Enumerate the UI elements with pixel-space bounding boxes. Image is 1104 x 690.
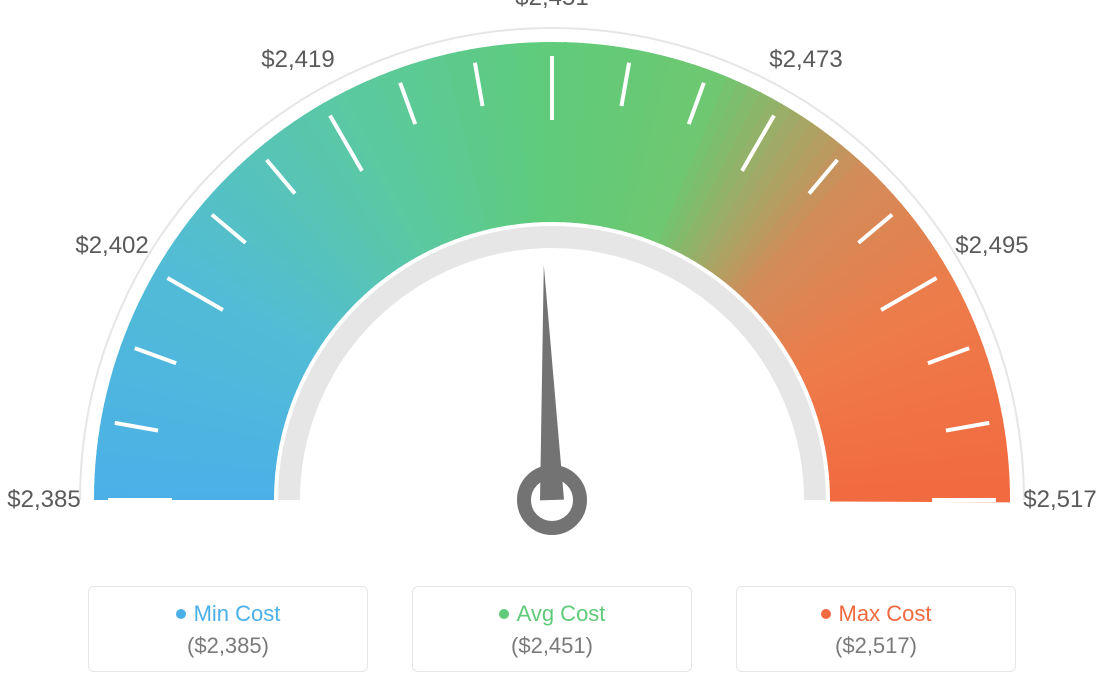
summary-cards: Min Cost ($2,385) Avg Cost ($2,451) Max …	[0, 586, 1104, 672]
scale-label: $2,419	[261, 46, 334, 74]
max-dot-icon	[821, 609, 831, 619]
scale-label: $2,402	[75, 232, 148, 260]
avg-cost-label-row: Avg Cost	[413, 601, 691, 627]
scale-label: $2,385	[7, 486, 80, 514]
scale-label: $2,517	[1023, 486, 1096, 514]
max-cost-value: ($2,517)	[737, 633, 1015, 659]
avg-cost-label: Avg Cost	[517, 601, 606, 627]
gauge-chart-container: $2,385 $2,402 $2,419 $2,451 $2,473 $2,495 $2,5…	[0, 0, 1104, 690]
max-cost-label: Max Cost	[839, 601, 932, 627]
scale-label: $2,473	[769, 46, 842, 74]
avg-cost-card: Avg Cost ($2,451)	[412, 586, 692, 672]
min-cost-label-row: Min Cost	[89, 601, 367, 627]
max-cost-label-row: Max Cost	[737, 601, 1015, 627]
max-cost-card: Max Cost ($2,517)	[736, 586, 1016, 672]
avg-dot-icon	[499, 609, 509, 619]
min-cost-card: Min Cost ($2,385)	[88, 586, 368, 672]
min-cost-label: Min Cost	[194, 601, 281, 627]
min-cost-value: ($2,385)	[89, 633, 367, 659]
scale-label: $2,451	[515, 0, 588, 12]
gauge-area: $2,385 $2,402 $2,419 $2,451 $2,473 $2,495 $2,5…	[0, 0, 1104, 560]
scale-label: $2,495	[955, 232, 1028, 260]
gauge-svg	[0, 0, 1104, 560]
min-dot-icon	[176, 609, 186, 619]
avg-cost-value: ($2,451)	[413, 633, 691, 659]
